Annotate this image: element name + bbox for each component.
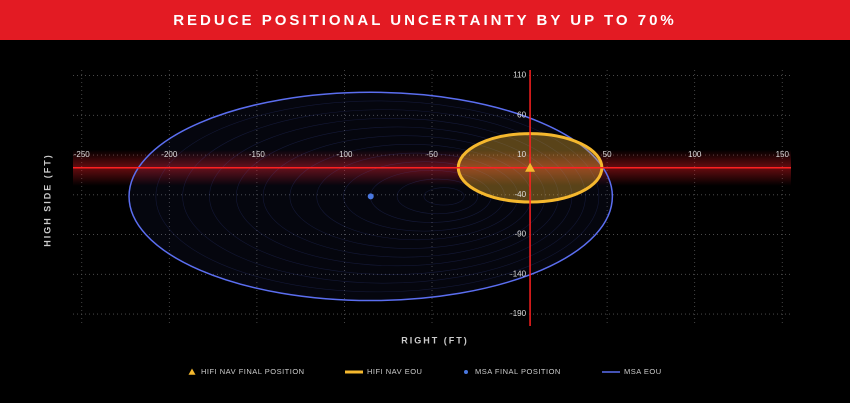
y-tick-label: -140 [510,269,527,278]
contour [262,135,546,258]
x-tick-label: -250 [74,150,91,159]
y-tick-label: -40 [515,190,527,199]
contour [155,100,600,293]
x-tick-label: -150 [249,150,266,159]
contour [289,144,532,249]
legend-label: MSA FINAL POSITION [475,367,561,376]
legend-label: MSA EOU [624,367,662,376]
contour [396,178,478,215]
position-marker [525,162,536,172]
contour [182,109,586,284]
y-tick-label: 60 [517,110,526,119]
y-tick-label: -190 [510,309,527,318]
contour [423,187,465,206]
x-axis-label: RIGHT (FT) [401,335,469,345]
contour [343,161,505,232]
y-tick-label: -90 [515,230,527,239]
x-tick-label: 150 [776,150,790,159]
legend-label: HIFI NAV FINAL POSITION [201,367,305,376]
legend: HIFI NAV FINAL POSITION HIFI NAV EOU MSA F… [188,367,662,376]
contour [316,152,519,241]
title-banner [0,0,850,40]
plot-area: -250 -200 -150 -100 -50 50 100 150 110 60 10 -40 -90… [73,70,791,326]
x-tick-label: -50 [426,150,438,159]
legend-swatch [464,370,468,374]
legend-label: HIFI NAV EOU [367,367,422,376]
x-tick-label: 50 [603,150,612,159]
legend-swatch [188,368,196,375]
chart-title: REDUCE POSITIONAL UNCERTAINTY BY UP TO 7… [173,12,677,29]
position-marker [367,193,374,200]
x-tick-label: -100 [336,150,353,159]
x-tick-label: 100 [688,150,702,159]
contour [235,126,559,267]
y-tick-label: 110 [513,71,526,80]
x-tick-label: -200 [161,150,178,159]
y-axis-label: HIGH SIDE (FT) [42,153,52,247]
y-tick-label: 10 [517,150,526,159]
